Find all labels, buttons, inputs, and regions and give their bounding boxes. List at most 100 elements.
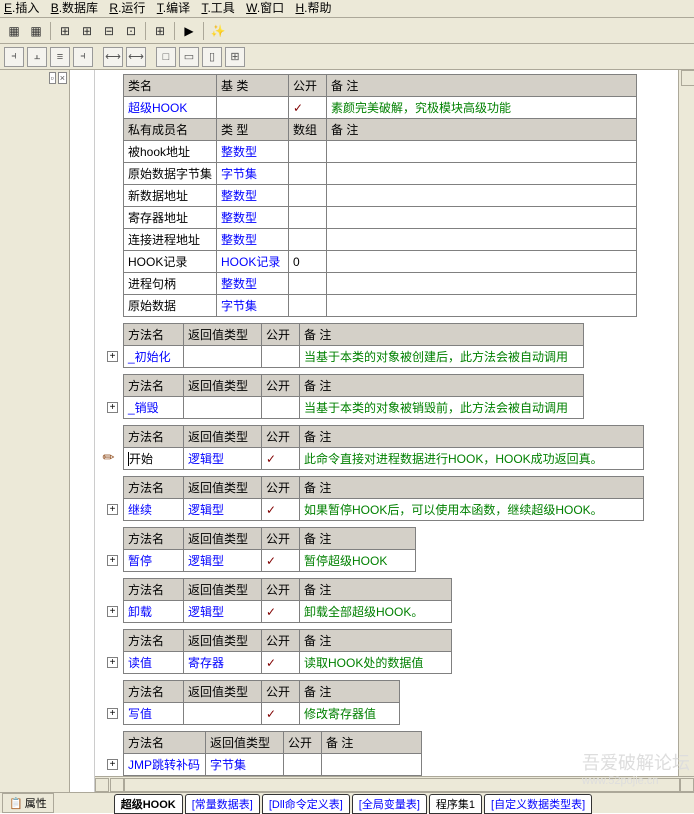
expand-icon[interactable]: + — [107, 606, 118, 617]
member-remark[interactable] — [327, 185, 637, 207]
member-remark[interactable] — [327, 163, 637, 185]
method-name[interactable]: _销毁 — [124, 397, 184, 419]
tab[interactable]: [常量数据表] — [185, 794, 260, 814]
remark[interactable]: 素颜完美破解，究极模块高级功能 — [327, 97, 637, 119]
toolbar-btn[interactable]: ⊞ — [55, 21, 75, 41]
member-arr[interactable] — [289, 141, 327, 163]
method-remark[interactable]: 当基于本类的对象被销毁前，此方法会被自动调用 — [300, 397, 584, 419]
method-remark[interactable]: 当基于本类的对象被创建后，此方法会被自动调用 — [300, 346, 584, 368]
method-ret[interactable]: 寄存器 — [184, 652, 262, 674]
method-name[interactable]: JMP跳转补码 — [124, 754, 206, 776]
method-ret[interactable] — [184, 397, 262, 419]
expand-icon[interactable]: + — [107, 657, 118, 668]
member-remark[interactable] — [327, 273, 637, 295]
dock-pin-icon[interactable]: ▫ — [49, 72, 56, 84]
properties-tab[interactable]: 📋属性 — [2, 793, 54, 813]
expand-icon[interactable]: + — [107, 504, 118, 515]
menu-item[interactable]: T.工具 — [201, 1, 234, 15]
scrollbar-horizontal[interactable] — [95, 776, 694, 792]
toolbar-btn[interactable]: ▦ — [26, 21, 46, 41]
method-ret[interactable]: 逻辑型 — [184, 550, 262, 572]
member-type[interactable]: 整数型 — [217, 273, 289, 295]
align-btn[interactable]: ⟷ — [126, 47, 146, 67]
expand-icon[interactable]: + — [107, 555, 118, 566]
dock-close-icon[interactable]: × — [58, 72, 67, 84]
member-remark[interactable] — [327, 229, 637, 251]
method-remark[interactable]: 暂停超级HOOK — [300, 550, 416, 572]
align-btn[interactable]: □ — [156, 47, 176, 67]
method-remark[interactable]: 读取HOOK处的数据值 — [300, 652, 452, 674]
align-btn[interactable]: ▯ — [202, 47, 222, 67]
align-btn[interactable]: ≡ — [50, 47, 70, 67]
align-btn[interactable]: ⫞ — [4, 47, 24, 67]
method-name[interactable]: _初始化 — [124, 346, 184, 368]
menu-item[interactable]: E.插入 — [4, 1, 39, 15]
toolbar-btn[interactable]: ⊟ — [99, 21, 119, 41]
member-name[interactable]: 进程句柄 — [124, 273, 217, 295]
method-ret[interactable]: 逻辑型 — [184, 448, 262, 470]
method-public[interactable]: ✓ — [262, 601, 300, 623]
method-name[interactable]: 写值 — [124, 703, 184, 725]
class-name[interactable]: 超级HOOK — [124, 97, 217, 119]
tab[interactable]: 超级HOOK — [114, 794, 183, 814]
tab[interactable]: 程序集1 — [429, 794, 482, 814]
expand-icon[interactable]: + — [107, 759, 118, 770]
toolbar-btn[interactable]: ⊞ — [150, 21, 170, 41]
tab[interactable]: [全局变量表] — [352, 794, 427, 814]
method-remark[interactable]: 修改寄存器值 — [300, 703, 400, 725]
public-check[interactable]: ✓ — [289, 97, 327, 119]
method-name[interactable]: 卸载 — [124, 601, 184, 623]
align-btn[interactable]: ⫠ — [27, 47, 47, 67]
toolbar-btn[interactable]: ⊡ — [121, 21, 141, 41]
method-name[interactable]: 读值 — [124, 652, 184, 674]
toolbar-btn[interactable]: ▦ — [4, 21, 24, 41]
member-type[interactable]: 字节集 — [217, 295, 289, 317]
method-remark[interactable]: 卸载全部超级HOOK。 — [300, 601, 452, 623]
menu-item[interactable]: W.窗口 — [246, 1, 284, 15]
member-type[interactable]: 整数型 — [217, 185, 289, 207]
member-name[interactable]: 连接进程地址 — [124, 229, 217, 251]
method-ret[interactable]: 字节集 — [206, 754, 284, 776]
method-ret[interactable] — [184, 703, 262, 725]
member-remark[interactable] — [327, 251, 637, 273]
toolbar-btn[interactable]: ✨ — [208, 21, 228, 41]
method-ret[interactable]: 逻辑型 — [184, 499, 262, 521]
member-arr[interactable] — [289, 207, 327, 229]
method-public[interactable]: ✓ — [262, 499, 300, 521]
member-arr[interactable] — [289, 163, 327, 185]
member-name[interactable]: 寄存器地址 — [124, 207, 217, 229]
member-name[interactable]: 原始数据字节集 — [124, 163, 217, 185]
member-name[interactable]: HOOK记录 — [124, 251, 217, 273]
expand-icon[interactable]: + — [107, 708, 118, 719]
member-name[interactable]: 原始数据 — [124, 295, 217, 317]
member-type[interactable]: 整数型 — [217, 229, 289, 251]
member-arr[interactable]: 0 — [289, 251, 327, 273]
method-ret[interactable] — [184, 346, 262, 368]
method-remark[interactable]: 此命令直接对进程数据进行HOOK，HOOK成功返回真。 — [300, 448, 644, 470]
run-btn[interactable]: ▶ — [179, 21, 199, 41]
member-remark[interactable] — [327, 207, 637, 229]
expand-icon[interactable]: + — [107, 351, 118, 362]
method-ret[interactable]: 逻辑型 — [184, 601, 262, 623]
menu-item[interactable]: B.数据库 — [51, 1, 98, 15]
method-public[interactable]: ✓ — [262, 448, 300, 470]
toolbar-btn[interactable]: ⊞ — [77, 21, 97, 41]
method-public[interactable]: ✓ — [262, 652, 300, 674]
scrollbar-vertical[interactable] — [678, 70, 694, 792]
member-type[interactable]: HOOK记录 — [217, 251, 289, 273]
method-name[interactable]: 继续 — [124, 499, 184, 521]
menu-item[interactable]: T.编译 — [157, 1, 190, 15]
member-type[interactable]: 字节集 — [217, 163, 289, 185]
menu-item[interactable]: R.运行 — [109, 1, 145, 15]
member-arr[interactable] — [289, 229, 327, 251]
method-remark[interactable]: 如果暂停HOOK后，可以使用本函数，继续超级HOOK。 — [300, 499, 644, 521]
align-btn[interactable]: ⫞ — [73, 47, 93, 67]
method-public[interactable] — [284, 754, 322, 776]
tab[interactable]: [Dll命令定义表] — [262, 794, 350, 814]
member-type[interactable]: 整数型 — [217, 141, 289, 163]
tab[interactable]: [自定义数据类型表] — [484, 794, 592, 814]
method-name[interactable]: 开始 — [124, 448, 184, 470]
member-name[interactable]: 被hook地址 — [124, 141, 217, 163]
member-remark[interactable] — [327, 141, 637, 163]
member-remark[interactable] — [327, 295, 637, 317]
